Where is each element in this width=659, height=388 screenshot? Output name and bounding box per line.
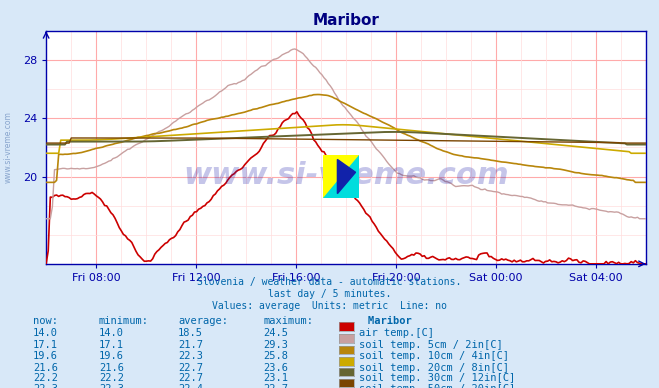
Text: www.si-vreme.com: www.si-vreme.com <box>3 111 13 184</box>
Text: 19.6: 19.6 <box>33 351 58 361</box>
Text: 21.7: 21.7 <box>178 340 203 350</box>
Text: 21.6: 21.6 <box>99 363 124 373</box>
Text: soil temp. 50cm / 20in[C]: soil temp. 50cm / 20in[C] <box>359 384 515 388</box>
Text: 22.7: 22.7 <box>178 363 203 373</box>
Title: Maribor: Maribor <box>312 14 380 28</box>
Text: 21.6: 21.6 <box>33 363 58 373</box>
Text: maximum:: maximum: <box>264 316 314 326</box>
Text: 22.7: 22.7 <box>264 384 289 388</box>
Text: 22.3: 22.3 <box>33 384 58 388</box>
Text: Values: average  Units: metric  Line: no: Values: average Units: metric Line: no <box>212 301 447 311</box>
Text: www.si-vreme.com: www.si-vreme.com <box>183 161 509 190</box>
Text: Slovenia / weather data - automatic stations.: Slovenia / weather data - automatic stat… <box>197 277 462 288</box>
Text: 22.3: 22.3 <box>178 351 203 361</box>
Text: 23.6: 23.6 <box>264 363 289 373</box>
Text: 14.0: 14.0 <box>33 328 58 338</box>
Polygon shape <box>323 155 359 198</box>
Text: 24.5: 24.5 <box>264 328 289 338</box>
Text: soil temp. 30cm / 12in[C]: soil temp. 30cm / 12in[C] <box>359 373 515 383</box>
Text: air temp.[C]: air temp.[C] <box>359 328 434 338</box>
Text: 18.5: 18.5 <box>178 328 203 338</box>
Text: soil temp. 10cm / 4in[C]: soil temp. 10cm / 4in[C] <box>359 351 509 361</box>
Text: Maribor: Maribor <box>343 316 411 326</box>
Text: soil temp. 5cm / 2in[C]: soil temp. 5cm / 2in[C] <box>359 340 503 350</box>
Text: 14.0: 14.0 <box>99 328 124 338</box>
Text: soil temp. 20cm / 8in[C]: soil temp. 20cm / 8in[C] <box>359 363 509 373</box>
Text: 29.3: 29.3 <box>264 340 289 350</box>
Text: last day / 5 minutes.: last day / 5 minutes. <box>268 289 391 299</box>
Text: 22.4: 22.4 <box>178 384 203 388</box>
Text: 25.8: 25.8 <box>264 351 289 361</box>
Text: now:: now: <box>33 316 58 326</box>
Text: 22.3: 22.3 <box>99 384 124 388</box>
Polygon shape <box>337 159 356 194</box>
Text: 22.7: 22.7 <box>178 373 203 383</box>
Text: 22.2: 22.2 <box>33 373 58 383</box>
Text: 22.2: 22.2 <box>99 373 124 383</box>
Text: average:: average: <box>178 316 228 326</box>
Text: 17.1: 17.1 <box>33 340 58 350</box>
Text: minimum:: minimum: <box>99 316 149 326</box>
Text: 17.1: 17.1 <box>99 340 124 350</box>
Text: 19.6: 19.6 <box>99 351 124 361</box>
Text: 23.1: 23.1 <box>264 373 289 383</box>
